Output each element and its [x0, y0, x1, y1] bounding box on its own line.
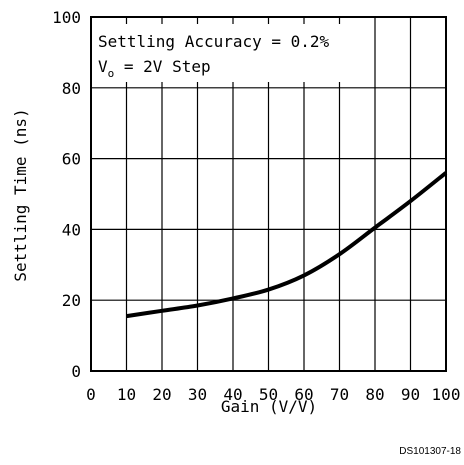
series-line: [126, 171, 448, 319]
x-tick-label: 20: [152, 385, 171, 404]
annotation-line-2: Vo = 2V Step: [98, 57, 211, 80]
x-tick-label: 40: [223, 385, 242, 404]
document-id: DS101307-18: [399, 446, 461, 457]
y-tick-label: 40: [62, 220, 81, 239]
annotation-box: [93, 24, 343, 82]
annotation-vo-rest: = 2V Step: [114, 57, 210, 76]
x-tick-label: 100: [432, 385, 461, 404]
x-tick-label: 0: [86, 385, 96, 404]
annotation-line-1: Settling Accuracy = 0.2%: [98, 32, 330, 51]
x-tick-label: 80: [365, 385, 384, 404]
plot-frame: [90, 16, 447, 372]
y-tick-label: 80: [62, 79, 81, 98]
series-layer: [126, 171, 448, 319]
x-tick-label: 60: [294, 385, 313, 404]
y-tick-labels: 0 20 40 60 80 100: [52, 8, 81, 381]
x-tick-labels: 0 10 20 30 40 50 60 70 80 90 100: [86, 385, 460, 404]
y-tick-label: 60: [62, 150, 81, 169]
y-tick-label: 20: [62, 291, 81, 310]
y-tick-label: 0: [71, 362, 81, 381]
x-axis-label: Gain (V/V): [221, 397, 317, 416]
x-tick-label: 90: [401, 385, 420, 404]
x-tick-label: 70: [330, 385, 349, 404]
x-tick-label: 50: [259, 385, 278, 404]
x-tick-label: 10: [117, 385, 136, 404]
annotation-vo-sub: o: [108, 67, 115, 80]
annotation-vo-main: V: [98, 57, 108, 76]
y-tick-label: 100: [52, 8, 81, 27]
y-axis-label: Settling Time (ns): [11, 108, 30, 281]
x-tick-label: 30: [188, 385, 207, 404]
